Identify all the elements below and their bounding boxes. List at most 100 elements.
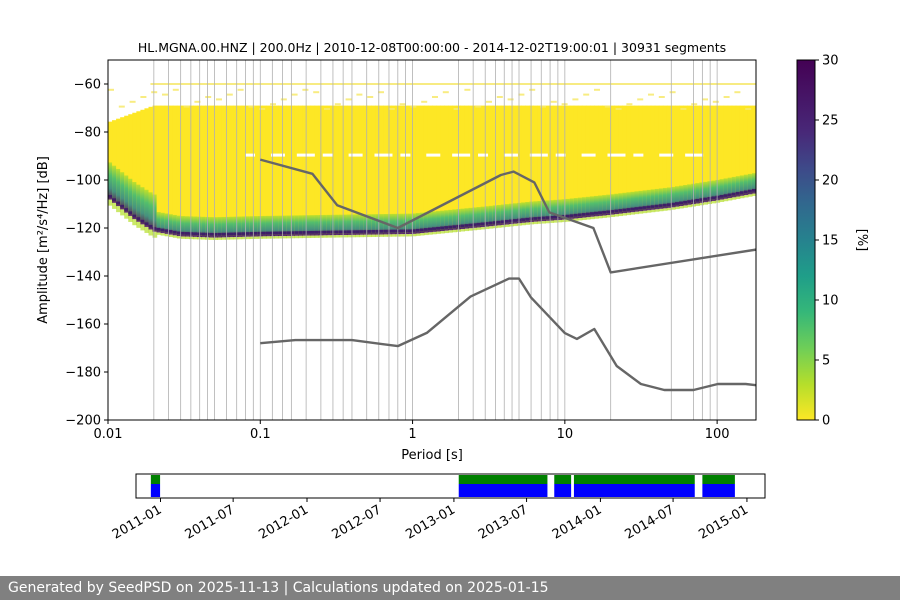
- heatmap-cell: [561, 105, 567, 219]
- heatmap-cell: [419, 212, 425, 234]
- heatmap-cell: [278, 105, 283, 235]
- heatmap-cell: [569, 214, 575, 217]
- heatmap-cell: [436, 226, 441, 230]
- heatmap-cell: [533, 221, 538, 225]
- heatmap-cell: [525, 222, 530, 225]
- heatmap-cell: [193, 232, 198, 235]
- heatmap-cell: [112, 165, 117, 203]
- heatmap-cell: [108, 199, 113, 206]
- heatmap-cell: [410, 105, 417, 108]
- heatmap-cell: [448, 105, 453, 230]
- heatmap-cell: [444, 105, 449, 230]
- heatmap-cell: [245, 105, 251, 236]
- heatmap-cell: [423, 105, 429, 232]
- heatmap-cell: [545, 216, 551, 219]
- heatmap-cell: [507, 98, 514, 101]
- heatmap-cell: [464, 105, 470, 228]
- heatmap-cell: [622, 105, 627, 212]
- nhnm-curve: [259, 158, 756, 274]
- heatmap-cell: [650, 205, 656, 208]
- heatmap-cell: [148, 192, 154, 230]
- heatmap-cell: [581, 217, 587, 221]
- heatmap-cell: [356, 93, 363, 96]
- heatmap-cell: [407, 105, 413, 233]
- heatmap-cell: [662, 187, 668, 209]
- availability-segment: [702, 475, 735, 484]
- heatmap-cell: [703, 197, 708, 201]
- heatmap-cell: [407, 234, 413, 237]
- heatmap-cell: [140, 96, 147, 98]
- heatmap-cell: [160, 105, 166, 232]
- heatmap-cell: [164, 105, 170, 233]
- availability-segment: [458, 475, 548, 484]
- heatmap-cell: [383, 234, 389, 237]
- heatmap-cell: [658, 208, 664, 212]
- heatmap-cell: [375, 229, 380, 233]
- heatmap-cell: [209, 105, 214, 237]
- heatmap-cell: [160, 233, 166, 236]
- heatmap-cell: [172, 230, 178, 234]
- heatmap-cell: [670, 207, 676, 210]
- heatmap-cell: [183, 105, 190, 108]
- heatmap-cell: [217, 232, 222, 236]
- heatmap-cell: [703, 105, 708, 202]
- heatmap-cell: [112, 120, 117, 202]
- heatmap-cell: [723, 194, 729, 197]
- heatmap-cell: [253, 216, 259, 237]
- heatmap-cell: [444, 210, 449, 231]
- psd-plot-area: 0.01 0.1 1 10 100 −200 −180 −160 −140 −120 −100 −8…: [65, 59, 757, 442]
- heatmap-cell: [371, 230, 376, 233]
- heatmap-cell: [727, 193, 733, 197]
- heatmap-cell: [500, 224, 506, 228]
- heatmap-cell: [541, 105, 546, 220]
- heatmap-cell: [326, 235, 332, 238]
- heatmap-cell: [148, 106, 154, 229]
- heatmap-cell: [334, 235, 340, 238]
- heatmap-cell: [626, 105, 632, 212]
- heatmap-cell: [747, 105, 753, 194]
- heatmap-cell: [743, 105, 749, 194]
- heatmap-cell: [711, 180, 717, 201]
- heatmap-cell: [500, 220, 506, 223]
- heatmap-cell: [342, 214, 348, 236]
- heatmap-cell: [116, 118, 121, 205]
- heatmap-cell: [618, 209, 623, 212]
- heatmap-cell: [464, 208, 470, 229]
- heatmap-cell: [421, 100, 428, 103]
- heatmap-cell: [486, 100, 492, 103]
- heatmap-cell: [245, 216, 251, 237]
- heatmap-cell: [233, 216, 239, 238]
- heatmap-cell: [278, 231, 283, 235]
- period-grid: [153, 60, 718, 420]
- heatmap-cell: [626, 103, 633, 106]
- heatmap-cell: [607, 153, 626, 157]
- heatmap-cell: [156, 212, 162, 233]
- heatmap-cell: [160, 228, 166, 232]
- heatmap-cell: [314, 105, 320, 235]
- heatmap-cell: [488, 205, 494, 227]
- heatmap-cell: [581, 153, 596, 157]
- heatmap-cell: [334, 214, 340, 236]
- heatmap-cell: [423, 212, 429, 233]
- heatmap-cell: [172, 235, 178, 238]
- heatmap-cell: [334, 105, 340, 234]
- heatmap-cell: [529, 201, 534, 222]
- heatmap-cell: [739, 105, 745, 195]
- heatmap-cell: [164, 213, 170, 234]
- heatmap-cell: [351, 234, 356, 238]
- heatmap-cell: [675, 206, 680, 210]
- heatmap-cell: [585, 217, 591, 220]
- y-tick-label: −60: [74, 78, 101, 93]
- heatmap-cell: [739, 191, 745, 194]
- heatmap-cell: [124, 175, 129, 213]
- heatmap-cell: [363, 234, 368, 238]
- heatmap-cell: [371, 105, 376, 234]
- heatmap-cell: [112, 198, 117, 201]
- heatmap-cell: [553, 220, 559, 223]
- heatmap-cell: [707, 197, 713, 200]
- heatmap-cell: [294, 231, 299, 234]
- heatmap-cell: [426, 153, 441, 157]
- heatmap-cell: [387, 229, 393, 233]
- heatmap-cell: [209, 237, 214, 240]
